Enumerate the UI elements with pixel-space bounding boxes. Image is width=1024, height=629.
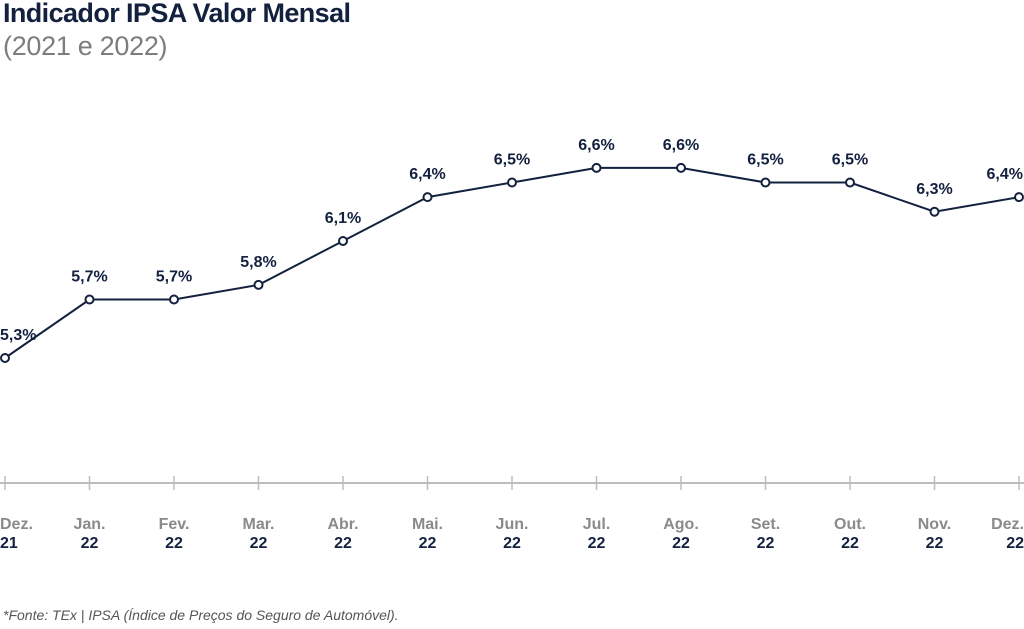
data-label: 6,5% <box>494 152 530 169</box>
x-tick-label-year: 22 <box>165 535 183 552</box>
x-tick-label-year: 22 <box>250 535 268 552</box>
data-point <box>84 294 95 305</box>
source-note: *Fonte: TEx | IPSA (Índice de Preços do … <box>3 607 399 623</box>
x-tick-label-month: Fev. <box>159 516 190 533</box>
x-tick-label-year: 22 <box>334 535 352 552</box>
data-point <box>338 236 348 246</box>
x-tick-label-month: Set. <box>751 516 780 533</box>
x-tick-label-year: 22 <box>588 535 606 552</box>
x-tick-label-month: Ago. <box>663 516 699 533</box>
data-label: 6,6% <box>663 137 699 154</box>
x-tick-label-month: Dez. <box>0 516 33 533</box>
x-tick-label-year: 22 <box>503 535 521 552</box>
x-tick-label-month: Dez. <box>991 516 1024 533</box>
data-label: 5,3% <box>0 327 36 344</box>
x-tick-label-year: 22 <box>757 535 775 552</box>
data-point <box>929 206 940 217</box>
x-tick-label-month: Out. <box>834 516 866 533</box>
data-label: 6,5% <box>747 152 783 169</box>
data-label: 5,7% <box>156 269 192 286</box>
data-point <box>591 162 602 173</box>
data-label: 6,1% <box>325 210 361 227</box>
data-label: 6,4% <box>987 166 1023 183</box>
data-label: 6,6% <box>578 137 614 154</box>
data-label: 5,7% <box>71 269 107 286</box>
x-tick-label-year: 22 <box>81 535 99 552</box>
data-label: 6,3% <box>916 181 952 198</box>
x-tick-label-month: Mai. <box>412 516 443 533</box>
chart-title: Indicador IPSA Valor Mensal <box>3 0 351 28</box>
data-label: 6,5% <box>832 152 868 169</box>
x-tick-label-year: 21 <box>0 535 18 552</box>
x-tick-label-year: 22 <box>1006 535 1024 552</box>
data-label: 5,8% <box>240 254 276 271</box>
x-tick-label-month: Mar. <box>242 516 274 533</box>
data-point <box>676 162 686 173</box>
x-tick-label-month: Nov. <box>918 516 951 533</box>
x-tick-label-year: 22 <box>841 535 859 552</box>
series-line <box>4 166 1020 359</box>
x-tick-label-year: 22 <box>672 535 690 552</box>
x-tick-label-month: Jul. <box>583 516 611 533</box>
data-point <box>845 177 855 188</box>
x-tick-label-year: 22 <box>419 535 437 552</box>
x-tick-label-month: Jan. <box>73 516 105 533</box>
data-label: 6,4% <box>409 166 445 183</box>
data-point <box>0 353 10 363</box>
data-point <box>422 192 433 203</box>
data-point <box>760 177 771 188</box>
x-tick-label-year: 22 <box>926 535 944 552</box>
data-point <box>253 279 264 290</box>
data-point <box>507 177 517 188</box>
data-point <box>1014 192 1024 203</box>
x-tick-label-month: Jun. <box>496 516 529 533</box>
chart-subtitle: (2021 e 2022) <box>3 31 168 61</box>
x-tick-label-month: Abr. <box>327 516 358 533</box>
data-point <box>169 294 179 305</box>
